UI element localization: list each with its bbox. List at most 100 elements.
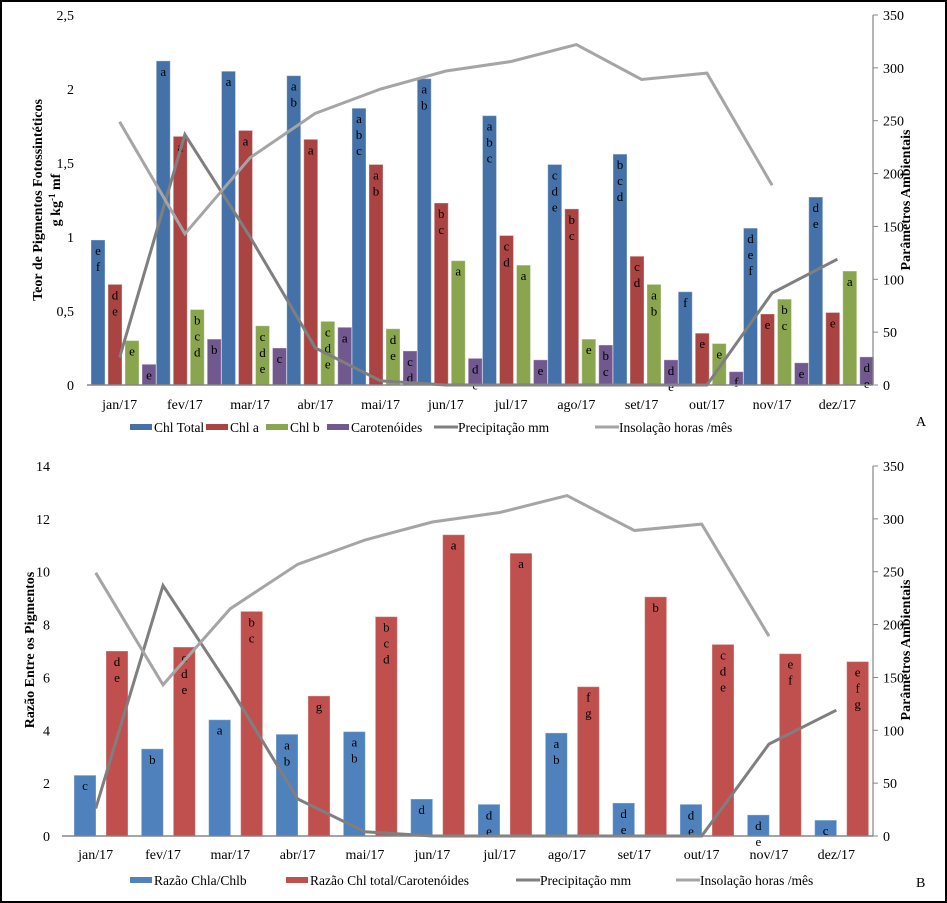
legend-label: Precipitação mm [540,873,632,888]
bar-data-label: c [782,318,788,333]
bar [442,534,466,837]
x-tick-label: ago/17 [557,398,595,413]
bar-data-label: c [823,823,829,838]
x-tick-label: mai/17 [361,398,400,413]
bar-data-label: b [373,183,380,198]
y-tick-label: 2,5 [57,9,75,24]
y2-tick-label: 100 [883,724,904,739]
y2-tick-label: 50 [883,326,897,341]
legend-label: Precipitação mm [458,420,550,435]
bar-data-label: b [781,302,788,317]
bar-data-label: d [112,287,119,302]
bar-data-label: c [383,636,389,651]
bar-data-label: c [260,329,266,344]
y2-tick-label: 0 [883,379,890,394]
bar-data-label: f [586,690,591,705]
bar-data-label: d [620,806,627,821]
y2-tick-label: 300 [883,513,904,528]
y-tick-label: 2 [43,777,50,792]
x-tick-labels: jan/17 fev/17 mar/17 abr/17 mai/17 jun/17 jul/… [77,848,855,863]
bar-data-label: a [518,556,524,571]
x-tick-labels: jan/17 fev/17 mar/17 abr/17 mai/17 jun/17 jul/… [101,398,856,413]
bar-data-label: e [688,823,694,838]
bar-data-label: b [356,127,363,142]
bar-data-label: a [217,723,223,738]
bar-data-label: d [418,802,425,817]
legend: Razão Chla/Chlb Razão Chl total/Carotenói… [130,873,813,888]
bar-data-label: e [486,823,492,838]
panel-label: B [916,876,925,891]
bar-data-label: a [308,142,314,157]
bar-data-label: a [651,287,657,302]
bar-data-label: b [486,135,493,150]
bar-data-label: e [181,682,187,697]
bar-data-label: a [356,111,362,126]
bar-data-label: e [621,822,627,837]
y-axis-title-left: Razão Entre os Pigmentos [23,571,38,728]
bar-data-label: g [854,697,861,712]
bar-data-label: g [316,699,323,714]
bar-data-label: f [748,263,753,278]
y-tick-label: 2 [67,83,74,98]
bar-data-label: d [259,345,266,360]
x-tick-label: mar/17 [230,398,270,413]
bar-data-label: c [407,354,413,369]
bar-data-label: c [617,173,623,188]
y2-axis-title: Parâmetros Ambientais [899,579,914,720]
bar-data-label: c [569,228,575,243]
bar-data-label: e [538,363,544,378]
legend-swatch [327,424,349,430]
bar-data-label: c [277,351,283,366]
x-tick-label: jul/17 [482,848,516,863]
x-tick-label: mai/17 [346,848,385,863]
legend-label: Chl Total [154,420,204,435]
y2-tick-label: 250 [883,115,904,130]
bar-data-label: b [149,752,156,767]
y-tick-label: 8 [43,619,50,634]
bar-data-label: a [455,264,461,279]
bar-data-label: a [847,274,853,289]
legend-label: Chl a [230,420,259,435]
bar-data-label: b [383,620,390,635]
bar-data-label: e [390,348,396,363]
bar-data-label: e [748,247,754,262]
bar-data-label: b [211,342,218,357]
bar [509,552,533,837]
bar-data-label: a [521,268,527,283]
bar-data-label: d [325,340,332,355]
bar-data-label: e [699,336,705,351]
bar-data-label: a [342,330,348,345]
bar-data-label: c [603,364,609,379]
bar-data-label: c [552,167,558,182]
x-tick-label: jun/17 [413,848,450,863]
y-ticks-left: 0 2 4 6 8 10 12 14 [36,460,50,845]
x-tick-label: fev/17 [167,398,203,413]
bar-data-label: b [194,313,201,328]
legend-label: Razão Chl total/Carotenóides [310,873,469,888]
x-tick-label: jan/17 [101,398,137,413]
bar-data-label: d [634,275,641,290]
bar-data-label: d [181,666,188,681]
legend-label: Carotenóides [351,420,422,435]
bar-data-label: c [325,324,331,339]
bar-data-label: f [788,673,793,688]
y-ticks-left: 0 0,5 1 1,5 2 2,5 [57,9,75,394]
bar [307,695,331,837]
bar-data-label: d [383,652,390,667]
x-tick-label: jun/17 [427,398,464,413]
bar-data-label: b [603,348,610,363]
panel-label: A [916,415,927,430]
bar-data-label: d [747,231,754,246]
y2-tick-label: 350 [883,9,904,24]
y2-tick-label: 350 [883,460,904,475]
series-line [118,43,774,237]
bar-data-label: e [799,366,805,381]
bar-data-label: e [755,834,761,849]
bar-data-label: d [755,818,762,833]
bar-data-label: d [668,363,675,378]
bar-data-label: a [351,735,357,750]
bar-data-label: b [351,751,358,766]
